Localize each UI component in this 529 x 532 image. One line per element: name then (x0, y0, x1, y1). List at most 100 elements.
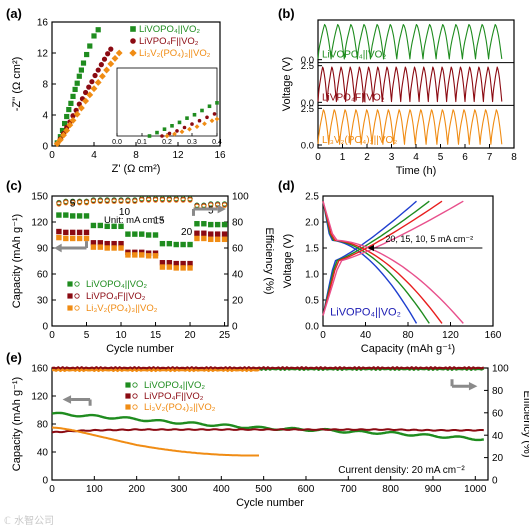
panel-e-legend-marker (125, 382, 131, 388)
panel-d-y-tick-label: 1.0 (305, 270, 319, 281)
panel-a-point (95, 67, 101, 73)
panel-b-voltage-curve (317, 109, 503, 145)
panel-c-point (201, 221, 207, 227)
panel-d-xlabel: Capacity (mAh g⁻¹) (361, 343, 455, 355)
panel-e-arrowhead-right (468, 382, 478, 391)
panel-a-legend-label: Li₃V₂(PO₄)₃||VO₂ (139, 48, 211, 59)
panel-c-legend-marker (74, 293, 80, 299)
panel-c-rate-label: 5 (70, 198, 76, 209)
panel-a-point (53, 140, 61, 148)
panel-c-efficiency-point (221, 202, 228, 208)
panel-b-x-tick-label: 6 (462, 152, 468, 163)
panel-c-efficiency-point (125, 198, 131, 205)
panel-c-point (187, 241, 193, 248)
panel-c-point (63, 212, 69, 218)
panel-c-point (180, 260, 186, 267)
panel-c-efficiency-point (63, 200, 69, 206)
panel-c-efficiency-point (180, 197, 186, 203)
panel-a-point (115, 49, 123, 57)
panel-c-point (76, 213, 83, 219)
panel-a-inset-point (179, 129, 185, 135)
panel-a-point (105, 51, 111, 57)
panel-c-efficiency-point (111, 198, 117, 205)
panel-c-point (125, 252, 131, 258)
panel-e-y-tick-label: 80 (37, 420, 49, 431)
panel-a-point (107, 60, 115, 68)
panel-c-point (180, 265, 186, 271)
panel-e-efficiency-line (51, 366, 485, 370)
panel-c-y2-tick-label: 80 (232, 218, 244, 229)
panel-b-ylabel: Voltage (V) (281, 57, 293, 111)
panel-a-inset-point (215, 101, 219, 105)
panel-b-y-tick-label: 0.0 (301, 98, 314, 109)
panel-e-arrowhead-left (62, 395, 72, 404)
panel-a-inset-tick-label: 0.0 (112, 139, 122, 146)
panel-b-x-tick-label: 8 (511, 152, 517, 163)
panel-c-point (70, 229, 76, 236)
panel-c-y2-tick-label: 20 (232, 296, 244, 307)
panel-d-x-tick-label: 160 (485, 330, 502, 341)
panel-b-x-tick-label: 3 (389, 152, 395, 163)
panel-d-device-label: LiVOPO₄||VO₂ (330, 307, 401, 319)
panel-e-x-tick-label: 900 (425, 484, 442, 495)
panel-a-point (95, 27, 101, 33)
panel-c-point (208, 236, 214, 243)
panel-a-inset-tick-label: 0.2 (162, 139, 172, 146)
panel-e-legend-marker (132, 393, 138, 399)
panel-a-inset-point (160, 134, 164, 138)
panel-a-point (94, 79, 102, 86)
panel-c-point (56, 212, 62, 218)
panel-e-efficiency-line (51, 368, 260, 373)
panel-d-x-tick-label: 80 (402, 330, 414, 341)
panel-c-y-tick-label: 30 (37, 296, 49, 307)
panel-c-point (180, 241, 186, 248)
panel-c-point (145, 253, 152, 259)
panel-a-y-tick-label: 16 (37, 18, 49, 29)
panel-c-y-tick-label: 150 (31, 192, 48, 203)
panel-c-legend-marker (74, 281, 80, 287)
panel-c-point (90, 222, 97, 229)
panel-d-y-tick-label: 1.5 (305, 244, 319, 255)
panel-d-label: (d) (278, 178, 295, 193)
panel-e-capacity-line (51, 426, 259, 457)
panel-c-point (214, 236, 221, 243)
panel-a-inset-tick-label: 0.3 (187, 139, 197, 146)
panel-c-legend-label: LiVPO₄F||VO₂ (86, 291, 146, 302)
panel-a-point (86, 84, 92, 90)
panel-d-x-tick-label: 0 (320, 330, 326, 341)
panel-e-x-tick-label: 700 (340, 484, 357, 495)
panel-e-y-tick-label: 0 (42, 476, 48, 487)
panel-c-point (166, 264, 173, 270)
panel-e-x-tick-label: 0 (49, 484, 55, 495)
panel-e-arrow-right (450, 379, 469, 388)
panel-c-point (90, 240, 97, 246)
panel-e-note: Current density: 20 mA cm⁻² (338, 465, 465, 476)
panel-c-point (63, 235, 69, 242)
panel-c-point (145, 232, 152, 238)
panel-c-point (56, 228, 62, 235)
panel-a-xlabel: Z' (Ω cm²) (112, 163, 161, 175)
panel-c-y2-tick-label: 100 (232, 192, 249, 203)
panel-a-y-tick-label: 0 (42, 142, 48, 153)
panel-c-efficiency-point (159, 197, 166, 203)
panel-a-point (72, 86, 78, 93)
panel-e-legend-marker (125, 393, 131, 399)
panel-c-point (83, 235, 90, 242)
panel-a-point (66, 121, 74, 129)
panel-b-x-tick-label: 0 (315, 152, 321, 163)
panel-c-point (187, 260, 193, 267)
panel-c-point (214, 231, 221, 237)
panel-c-point (70, 213, 76, 219)
panel-a-point (86, 91, 94, 99)
panel-e-label: (e) (6, 350, 22, 365)
panel-a-point (84, 51, 90, 58)
panel-e-y2-tick-label: 0 (492, 476, 498, 487)
panel-c-rate-label: 15 (153, 216, 165, 227)
panel-a-y-tick-label: 12 (37, 49, 49, 60)
panel-c-y2-tick-label: 40 (232, 270, 244, 281)
panel-e-x-tick-label: 500 (255, 484, 272, 495)
panel-e-y-tick-label: 160 (31, 364, 48, 375)
panel-c-x-tick-label: 20 (184, 330, 196, 341)
panel-c-legend-marker (67, 305, 73, 311)
